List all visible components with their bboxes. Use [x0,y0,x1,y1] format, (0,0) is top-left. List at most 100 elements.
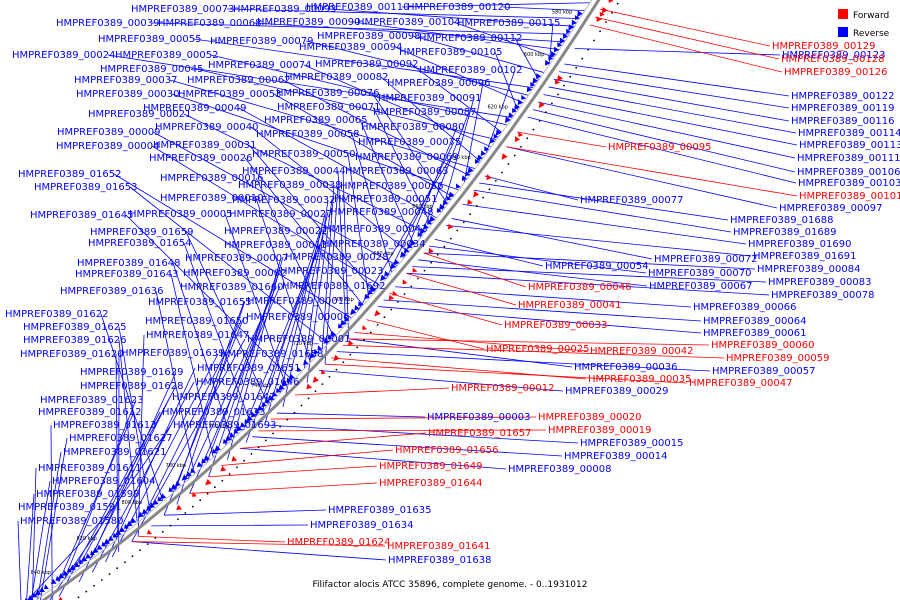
forward-leader-line [354,332,589,352]
reverse-feature-arrow [380,274,387,282]
reverse-leader-line [264,424,579,444]
reverse-leader-line [172,262,233,440]
forward-gene-label: HMPREF0389_00047 [689,378,792,389]
gc-marker [363,339,365,341]
reverse-leader-line [337,170,347,325]
reverse-leader-line [306,198,333,383]
forward-gene-label: HMPREF0389_00126 [784,67,887,78]
position-tick-label: 820 kbp [77,536,97,542]
reverse-leader-line [255,197,311,363]
reverse-gene-label: HMPREF0389_00087 [373,107,476,118]
forward-gene-label: HMPREF0389_00059 [726,353,829,364]
forward-feature-arrow [402,279,408,285]
gc-marker [569,75,572,78]
gc-marker [443,245,446,248]
reverse-feature-arrow [566,28,572,34]
forward-gene-label: HMPREF0389_01657 [428,428,531,439]
gc-marker [430,261,432,264]
reverse-gene-label: HMPREF0389_00096 [387,78,490,89]
gc-marker [462,221,465,224]
gc-marker [436,253,439,256]
reverse-gene-label: HMPREF0389_01635 [328,505,431,516]
reverse-feature-arrow [96,544,103,550]
forward-leader-line [599,8,771,47]
reverse-leader-line [406,272,770,296]
forward-gene-label: HMPREF0389_00020 [538,412,641,423]
reverse-gene-label: HMPREF0389_01688 [730,215,833,226]
gc-marker [520,146,522,148]
gc-marker [587,48,590,51]
reverse-feature-arrow [495,129,502,136]
reverse-feature-arrow [119,526,126,533]
reverse-gene-label: HMPREF0389_00056 [340,181,443,192]
reverse-gene-label: HMPREF0389_00015 [580,438,683,449]
reverse-gene-label: HMPREF0389_00102 [419,65,522,76]
forward-gene-label: HMPREF0389_00095 [608,142,711,153]
reverse-feature-arrow [101,541,107,547]
reverse-feature-arrow [267,394,274,402]
forward-gene-label: HMPREF0389_00041 [518,300,621,311]
reverse-feature-arrow [512,107,517,113]
gc-marker [321,383,324,385]
gc-marker [206,492,209,495]
reverse-leader-line [359,119,415,246]
reverse-feature-arrow [577,10,583,18]
reverse-leader-line [356,156,452,312]
reverse-gene-label: HMPREF0389_01645 [30,210,133,221]
reverse-feature-arrow [532,77,539,85]
reverse-gene-label: HMPREF0389_01620 [20,349,123,360]
reverse-feature-arrow [27,595,34,600]
reverse-leader-line [40,437,68,600]
forward-leader-line [594,16,780,60]
reverse-feature-arrow [461,175,468,181]
forward-feature-arrow [555,79,560,85]
reverse-leader-line [183,242,251,423]
reverse-leader-line [383,299,702,322]
reverse-leader-line [58,411,135,583]
gc-marker [279,425,282,428]
forward-gene-label: HMPREF0389_00129 [772,41,875,52]
reverse-feature-arrow [514,103,520,111]
reverse-gene-label: HMPREF0389_00014 [564,451,667,462]
reverse-feature-arrow [456,183,461,189]
reverse-gene-label: HMPREF0389_00051 [334,194,437,205]
reverse-feature-arrow [394,259,400,265]
reverse-feature-arrow [170,483,178,490]
reverse-leader-line [462,203,747,245]
reverse-feature-arrow [288,373,295,381]
forward-leader-line [189,482,378,494]
reverse-feature-arrow [186,471,192,477]
forward-leader-line [589,24,783,73]
gc-marker [501,171,503,174]
reverse-gene-label: HMPREF0389_01642 [172,392,275,403]
genome-backbone-inner [35,0,593,600]
forward-feature-arrow [601,7,608,14]
gc-marker [423,269,426,272]
forward-feature-arrow [176,504,183,511]
gc-marker [116,567,119,570]
reverse-gene-label: HMPREF0389_00038 [238,180,341,191]
reverse-feature-arrow [24,597,28,600]
reverse-leader-line [412,35,545,73]
reverse-feature-arrow [370,286,377,293]
position-tick-label: 800 kbp [122,500,142,506]
reverse-leader-line [118,339,138,522]
gc-marker [599,30,601,33]
reverse-gene-label: HMPREF0389_00005 [129,209,232,220]
reverse-gene-label: HMPREF0389_01629 [80,367,183,378]
gc-marker [349,353,352,356]
gc-marker [191,505,194,508]
reverse-leader-line [37,451,62,600]
reverse-leader-line [118,326,151,512]
reverse-gene-label: HMPREF0389_00110 [306,2,409,13]
gc-marker [544,111,547,114]
reverse-leader-line [385,141,455,280]
forward-feature-arrow [412,267,418,273]
reverse-feature-arrow [201,458,207,464]
forward-feature-arrow [596,16,602,22]
reverse-gene-label: HMPREF0389_00021 [88,109,191,120]
reverse-leader-line [348,338,573,368]
reverse-leader-line [395,286,692,308]
reverse-feature-arrow [548,55,554,61]
forward-feature-arrow [473,190,480,198]
